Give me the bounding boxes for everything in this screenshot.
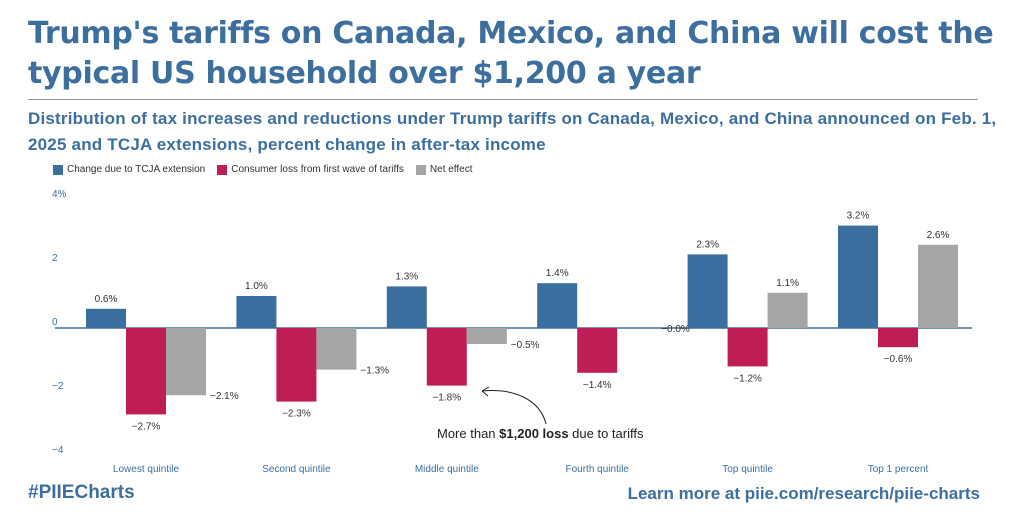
x-category-label: Lowest quintile [113, 464, 180, 475]
annotation-prefix: More than [437, 426, 500, 441]
data-label-tariff: −1.8% [432, 393, 461, 404]
data-label-net: −0.5% [511, 340, 540, 351]
y-tick-label: 0 [52, 317, 58, 328]
data-label-tcja: 1.3% [395, 271, 418, 282]
data-label-net: −1.3% [360, 366, 389, 377]
bar-net [316, 328, 357, 370]
legend-swatch-net [415, 164, 426, 175]
bar-tcja [537, 283, 578, 328]
bar-tcja [838, 225, 878, 328]
legend-item-tariff: Consumer loss from first wave of tariffs [217, 164, 404, 175]
y-tick-label: 4% [52, 189, 67, 200]
data-label-tcja: 1.0% [245, 281, 268, 292]
legend-label-net: Net effect [429, 164, 473, 175]
bar-tariff [878, 328, 918, 348]
bar-tcja [236, 296, 277, 328]
x-category-label: Top quintile [722, 464, 773, 475]
bar-tariff [126, 328, 166, 415]
x-category-label: Fourth quintile [566, 464, 630, 475]
bar-tariff [276, 328, 317, 402]
chart-title: Trump's tariffs on Canada, Mexico, and C… [28, 16, 994, 91]
data-label-tariff: −2.3% [282, 409, 311, 420]
footer-link[interactable]: Learn more at piie.com/research/piie-cha… [627, 484, 980, 503]
data-label-tcja: 0.6% [95, 294, 118, 305]
y-tick-label: −2 [52, 381, 64, 392]
bar-net [767, 292, 808, 328]
legend-item-net: Net effect [415, 164, 473, 175]
data-label-tariff: −0.6% [884, 354, 913, 365]
annotation-bold: $1,200 loss [499, 426, 569, 441]
data-label-net: 1.1% [776, 278, 799, 289]
x-category-label: Second quintile [262, 464, 331, 475]
x-category-label: Middle quintile [415, 464, 479, 475]
data-label-tcja: 2.3% [696, 239, 719, 250]
legend-item-tcja: Change due to TCJA extension [53, 164, 205, 175]
legend: Change due to TCJA extension Consumer lo… [53, 164, 485, 175]
y-tick-label: 2 [52, 253, 58, 264]
annotation-arrowhead [481, 386, 490, 397]
chart-subtitle: Distribution of tax increases and reduct… [28, 109, 997, 154]
bar-tariff [426, 328, 467, 386]
annotation-arrow [481, 390, 547, 425]
bar-net [166, 328, 206, 396]
annotation-suffix: due to tariffs [568, 426, 644, 441]
bar-tcja [86, 308, 126, 328]
bar-tariff [577, 328, 618, 373]
bar-net [918, 244, 958, 328]
x-category-label: Top 1 percent [868, 464, 929, 475]
legend-label-tariff: Consumer loss from first wave of tariffs [231, 164, 404, 175]
title-divider [28, 99, 978, 100]
legend-swatch-tcja [53, 164, 63, 175]
data-label-tariff: −1.2% [733, 373, 762, 384]
footer-hashtag: #PIIECharts [28, 482, 135, 503]
legend-label-tcja: Change due to TCJA extension [67, 164, 206, 175]
data-label-tariff: −1.4% [583, 380, 612, 391]
bar-tcja [687, 254, 728, 328]
bar-net [466, 328, 507, 344]
data-label-net: 2.6% [927, 230, 950, 241]
data-label-tcja: 3.2% [847, 211, 870, 222]
bar-tariff [727, 328, 768, 367]
y-tick-label: −4 [52, 445, 64, 456]
legend-swatch-tariff [217, 164, 228, 175]
tariff-annotation: More than $1,200 loss due to tariffs [437, 426, 643, 441]
data-label-tcja: 1.4% [546, 268, 569, 279]
data-label-net: −2.1% [210, 391, 239, 402]
data-label-tariff: −2.7% [132, 421, 161, 432]
bar-tcja [386, 286, 427, 328]
data-label-net: −0.0% [661, 324, 690, 335]
